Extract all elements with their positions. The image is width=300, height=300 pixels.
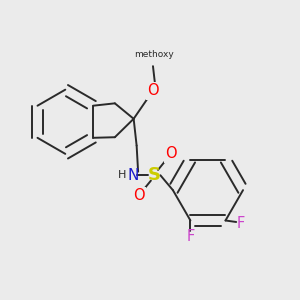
Text: O: O — [133, 188, 145, 203]
Text: F: F — [186, 229, 194, 244]
Text: H: H — [118, 170, 126, 180]
Text: O: O — [165, 146, 177, 161]
Text: N: N — [128, 168, 139, 183]
Text: F: F — [237, 216, 245, 231]
Text: S: S — [148, 166, 161, 184]
Text: methoxy: methoxy — [135, 50, 174, 59]
Text: O: O — [147, 83, 159, 98]
